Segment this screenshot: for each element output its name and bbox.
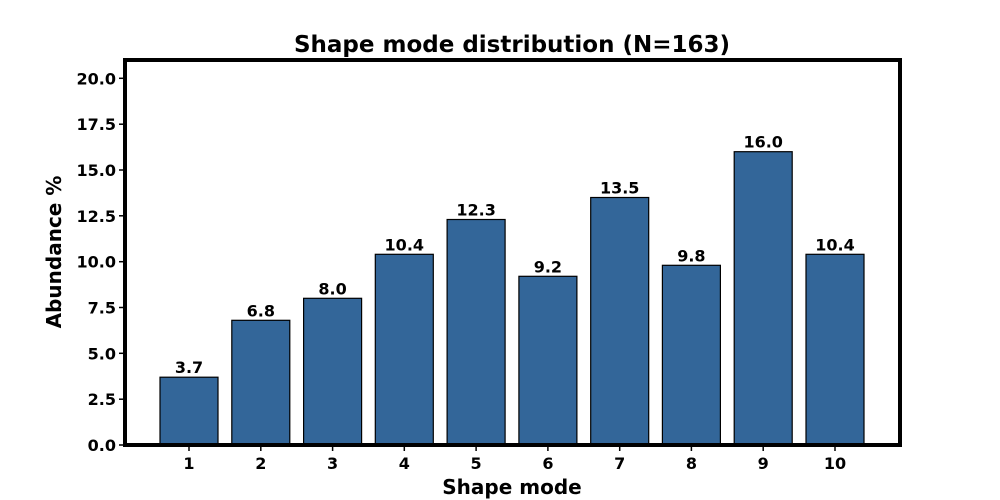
- y-tick-label: 2.5: [88, 390, 116, 409]
- x-tick-label: 9: [758, 454, 769, 473]
- y-tick-label: 5.0: [88, 344, 116, 363]
- x-tick-label: 3: [327, 454, 338, 473]
- y-tick-label: 15.0: [77, 161, 116, 180]
- y-tick-label: 12.5: [77, 207, 116, 226]
- bar-10: [805, 253, 865, 446]
- bar-value-label: 10.4: [815, 235, 854, 254]
- x-tick-label: 2: [255, 454, 266, 473]
- value-labels-layer: 3.7 6.8 8.0 10.4 12.3 9.2 13.5 9.8 16.0 10.4: [175, 133, 855, 378]
- bar-value-label: 12.3: [456, 201, 495, 220]
- bar-value-label: 9.2: [534, 257, 562, 276]
- chart-title: Shape mode distribution (N=163): [294, 32, 730, 58]
- y-tick-label: 10.0: [77, 253, 116, 272]
- x-tick-label: 1: [183, 454, 194, 473]
- plot-frame: [123, 58, 902, 447]
- bar-2: [231, 319, 291, 446]
- x-tick-label: 7: [614, 454, 625, 473]
- bar-value-label: 16.0: [743, 133, 782, 152]
- x-tick-label: 4: [399, 454, 410, 473]
- bar-value-label: 10.4: [385, 235, 424, 254]
- y-tick-label: 7.5: [88, 299, 116, 318]
- bar-value-label: 13.5: [600, 179, 639, 198]
- bar-3: [303, 297, 363, 446]
- y-axis-label: Abundance %: [42, 176, 66, 329]
- x-tick-label: 5: [471, 454, 482, 473]
- bar-value-label: 3.7: [175, 358, 203, 377]
- bar-4: [374, 253, 434, 446]
- bar-8: [661, 264, 722, 446]
- y-tick-label: 17.5: [77, 115, 116, 134]
- bar-1: [159, 376, 219, 446]
- x-tick-label: 10: [824, 454, 846, 473]
- bar-6: [518, 275, 578, 446]
- x-axis-label: Shape mode: [442, 475, 581, 499]
- bar-9: [733, 151, 793, 446]
- bars-layer: [159, 151, 865, 446]
- ticks-layer: 1 2 3 4 5 6 7 8 9 10 0.0 2.5 5.0 7.5 10.0 12.5 15.0 17.5 2…: [77, 69, 847, 473]
- bar-value-label: 8.0: [318, 279, 346, 298]
- bar-7: [590, 196, 650, 446]
- y-tick-label: 20.0: [77, 69, 116, 88]
- bar-value-label: 6.8: [247, 301, 275, 320]
- x-tick-label: 8: [686, 454, 697, 473]
- bar-value-label: 9.8: [677, 246, 705, 265]
- x-tick-label: 6: [542, 454, 553, 473]
- y-tick-label: 0.0: [88, 436, 116, 455]
- bar-5: [446, 218, 506, 446]
